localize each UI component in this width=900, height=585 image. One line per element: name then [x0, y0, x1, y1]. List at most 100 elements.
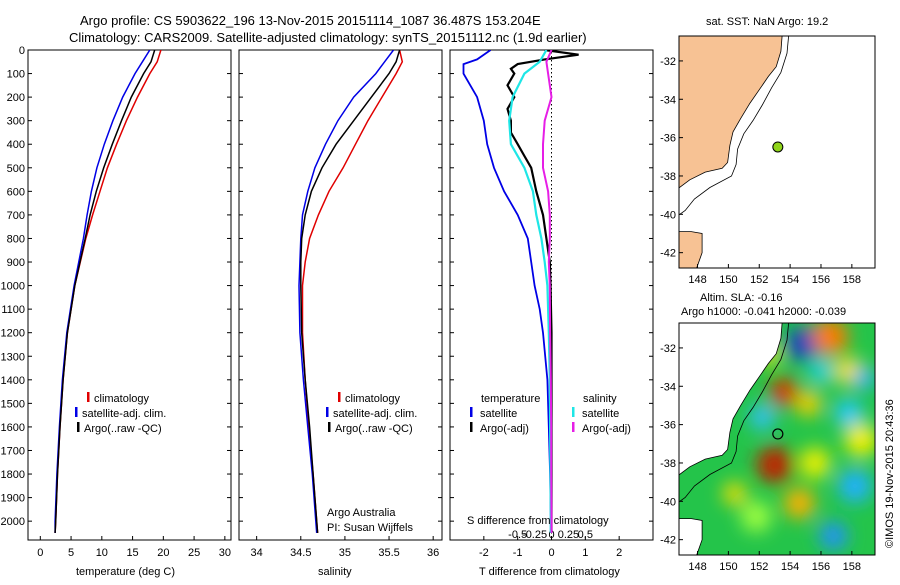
sla-map-title-2: Argo h1000: -0.041 h2000: -0.039: [681, 306, 846, 318]
sla-map-axes: 148 150 152 154 156 158 -32 -34 -36 -38 -40 -42: [660, 343, 861, 573]
sla-map-isobath: [679, 323, 789, 503]
legend-label-argo: Argo(..raw -QC): [84, 423, 162, 435]
depth-tick-label: 1500: [1, 398, 25, 410]
depth-tick-label: 200: [7, 92, 25, 104]
sla-anomaly-blob: [844, 423, 875, 457]
sla-map-frame: [678, 322, 876, 556]
legend-swatch-climatology: [338, 392, 341, 402]
difference-s-tick-label: 0.5: [578, 529, 593, 541]
legend-label-t-satellite: satellite: [480, 408, 517, 420]
sla-map-land: [679, 323, 783, 476]
temperature-tick-label: 0: [37, 547, 43, 559]
sla-map: [679, 323, 875, 555]
sla-anomaly-blob: [756, 446, 793, 484]
sla-anomaly-blob: [819, 521, 848, 550]
salinity-xlabel: salinity: [318, 566, 352, 578]
legend-title-salinity: salinity: [583, 393, 617, 405]
sla-anomaly-blob: [769, 378, 798, 407]
difference-xlabel-t: T difference from climatology: [479, 566, 620, 578]
sla-anomaly-blob: [808, 358, 834, 384]
difference-s-tick-label: 0.25: [558, 529, 579, 541]
sla-anomaly-blob: [838, 469, 872, 503]
difference-t-tick-label: 0: [548, 547, 554, 559]
credit-pi-name: PI: Susan Wijffels: [327, 522, 413, 534]
difference-x-axis: -2 -1 0 1 2 -0.5-0.25 0 0.250.5: [479, 529, 622, 559]
legend-label-argo: Argo(..raw -QC): [335, 423, 413, 435]
depth-tick-label: 100: [7, 69, 25, 81]
sst-map-title: sat. SST: NaN Argo: 19.2: [706, 16, 828, 28]
sla-map-lon-label: 158: [843, 561, 861, 573]
imos-credit: ©IMOS 19-Nov-2015 20:43:36: [884, 399, 896, 548]
sst-map-lon-label: 152: [750, 274, 768, 286]
temperature-climatology-line: [54, 50, 162, 533]
depth-tick-label: 1100: [1, 304, 25, 316]
legend-label-satellite: satellite-adj. clim.: [82, 408, 166, 420]
depth-tick-label: 1900: [1, 493, 25, 505]
difference-t-argo-line: [506, 50, 579, 533]
depth-tick-label: 1700: [1, 445, 25, 457]
difference-xlabel-s: S difference from climatology: [467, 515, 609, 527]
legend-swatch-satellite: [75, 407, 78, 417]
temperature-tick-label: 25: [188, 547, 200, 559]
salinity-axes: [238, 49, 443, 541]
sla-anomaly-blob: [740, 501, 772, 533]
sst-map-frame: [678, 35, 876, 269]
sst-map-land: [679, 36, 783, 189]
legend-swatch-climatology: [87, 392, 90, 402]
difference-s-argo-line: [542, 50, 553, 533]
legend-swatch-t-satellite: [470, 407, 473, 417]
sla-map-lon-label: 154: [781, 561, 799, 573]
sst-map-lon-label: 150: [719, 274, 737, 286]
sla-map-lon-label: 150: [719, 561, 737, 573]
temperature-tick-label: 20: [157, 547, 169, 559]
sla-map-title-1: Altim. SLA: -0.16: [700, 292, 783, 304]
depth-tick-label: 600: [7, 186, 25, 198]
difference-t-tick-label: 2: [616, 547, 622, 559]
sst-map-lon-label: 158: [843, 274, 861, 286]
sla-map-lat-label: -34: [660, 381, 676, 393]
legend-label-satellite: satellite-adj. clim.: [333, 408, 417, 420]
sla-map-lat-label: -36: [660, 420, 676, 432]
sla-field: [723, 323, 875, 550]
legend-label-climatology: climatology: [94, 393, 150, 405]
salinity-x-axis: 34 34.5 35 35.5 36: [251, 536, 439, 559]
sst-map-lat-label: -42: [660, 248, 676, 260]
difference-s-tick-label: -0.25: [522, 529, 547, 541]
sst-map-lat-label: -34: [660, 94, 676, 106]
sla-anomaly-blob: [785, 327, 820, 361]
sst-map-lat-label: -40: [660, 209, 676, 221]
difference-t-tick-label: -2: [479, 547, 489, 559]
legend-swatch-argo: [328, 422, 331, 432]
sla-anomaly-blob: [783, 487, 815, 519]
depth-tick-label: 1800: [1, 469, 25, 481]
sst-map-lat-label: -32: [660, 56, 676, 68]
depth-tick-label: 700: [7, 210, 25, 222]
difference-s-tick-label: 0: [548, 529, 554, 541]
difference-s-tick-label: -0.5: [508, 529, 527, 541]
sla-map-lat-label: -40: [660, 496, 676, 508]
sst-map-lon-label: 148: [688, 274, 706, 286]
legend-swatch-s-satellite: [572, 407, 575, 417]
depth-tick-label: 1000: [1, 281, 25, 293]
depth-tick-label: 1400: [1, 375, 25, 387]
difference-t-tick-label: 1: [582, 547, 588, 559]
sst-map-lon-label: 156: [812, 274, 830, 286]
salinity-tick-label: 34: [251, 547, 263, 559]
sst-map-lat-label: -36: [660, 133, 676, 145]
temperature-tick-label: 10: [96, 547, 108, 559]
depth-axis: 0 100 200 300 400 500 600 700 800 900 1000 1100 1200…: [1, 45, 653, 528]
depth-tick-label: 900: [7, 257, 25, 269]
sst-map-axes: 148 150 152 154 156 158 -32 -34 -36 -38 -40 -42: [660, 56, 861, 286]
header-line1: Argo profile: CS 5903622_196 13-Nov-2015…: [80, 13, 541, 28]
sla-anomaly-blob: [723, 482, 746, 505]
difference-legend: temperature satellite Argo(-adj) salinit…: [470, 393, 631, 435]
argo-float-marker: [772, 428, 784, 440]
legend-swatch-s-argo: [572, 422, 575, 432]
legend-swatch-satellite: [326, 407, 329, 417]
sst-map-isobath: [679, 36, 789, 216]
depth-tick-label: 800: [7, 233, 25, 245]
sla-anomaly-blob: [749, 404, 775, 430]
sla-map-lat-label: -32: [660, 343, 676, 355]
difference-t-tick-label: -1: [513, 547, 523, 559]
difference-t-satellite-line: [462, 50, 552, 533]
